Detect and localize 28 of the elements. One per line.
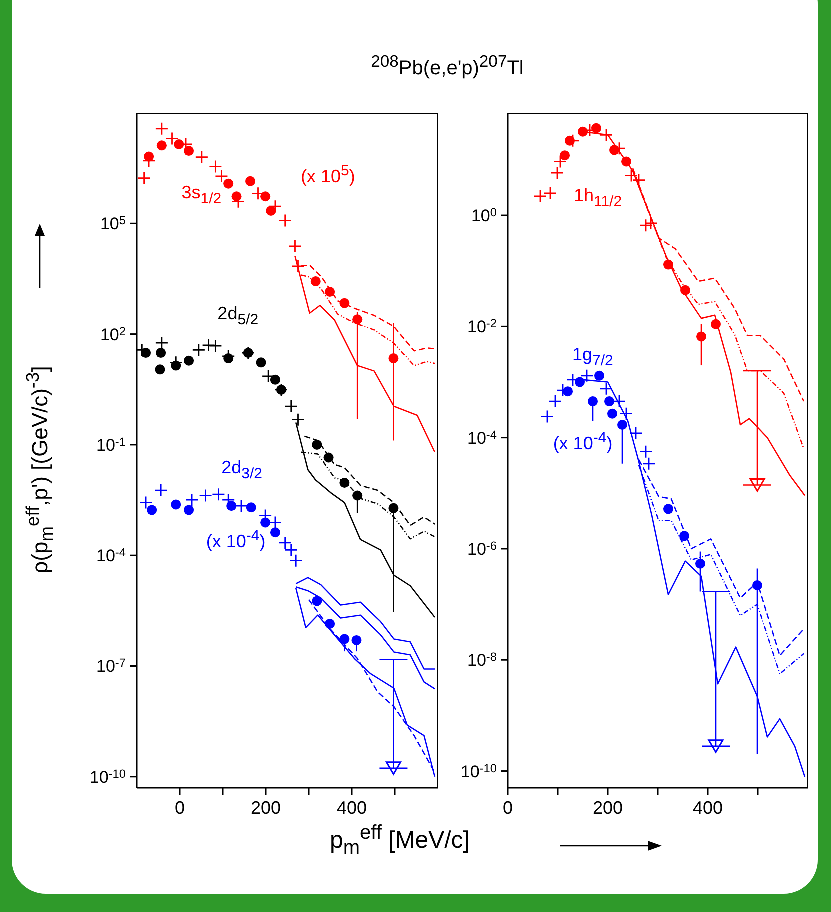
y-tick-label: 10$^{0}$ — [471, 205, 498, 226]
chart-title: $^{208}$Pb(e,e'p)$^{207}$Tl — [370, 52, 525, 81]
annotation: 2d$_{3/2}$ — [220, 458, 264, 482]
annotation: 1g$_{7/2}$ — [571, 344, 614, 369]
annotation: (x 10$^{5}$) — [300, 162, 356, 188]
annotation: (x 10$^{-4}$) — [205, 528, 267, 553]
y-tick-label: 10$^{-4}$ — [468, 428, 498, 448]
y-tick-label: 10$^{-4}$ — [96, 546, 126, 566]
annotation: 2d$_{5/2}$ — [216, 303, 260, 328]
y-tick-label: 10$^{-1}$ — [96, 434, 126, 456]
y-tick-label: 10$^{-10}$ — [90, 766, 126, 788]
y-tick-label: 10$^{-6}$ — [468, 538, 498, 560]
x-tick-label: 0 — [174, 798, 186, 818]
y-tick-label: 10$^{-2}$ — [468, 316, 498, 338]
y-tick-label: 10$^{-10}$ — [460, 761, 498, 782]
x-tick-label: 200 — [250, 798, 282, 818]
x-tick-label: 400 — [692, 798, 724, 818]
x-axis-title: p$_{m}$$^{eff}$ [MeV/c] — [330, 822, 470, 860]
x-tick-label: 400 — [336, 798, 368, 818]
x-tick-label: 200 — [592, 798, 624, 818]
annotation: (x 10$^{-4}$) — [552, 429, 614, 454]
x-tick-label: 0 — [502, 798, 514, 818]
y-tick-label: 10$^{-7}$ — [96, 656, 126, 677]
y-tick-label: 10$^{5}$ — [100, 214, 126, 234]
y-tick-label: 10$^{-8}$ — [468, 650, 498, 671]
annotation: 1h$_{11/2}$ — [572, 186, 624, 210]
y-tick-label: 10$^{2}$ — [100, 324, 126, 345]
annotation: 3s$_{1/2}$ — [180, 183, 223, 208]
